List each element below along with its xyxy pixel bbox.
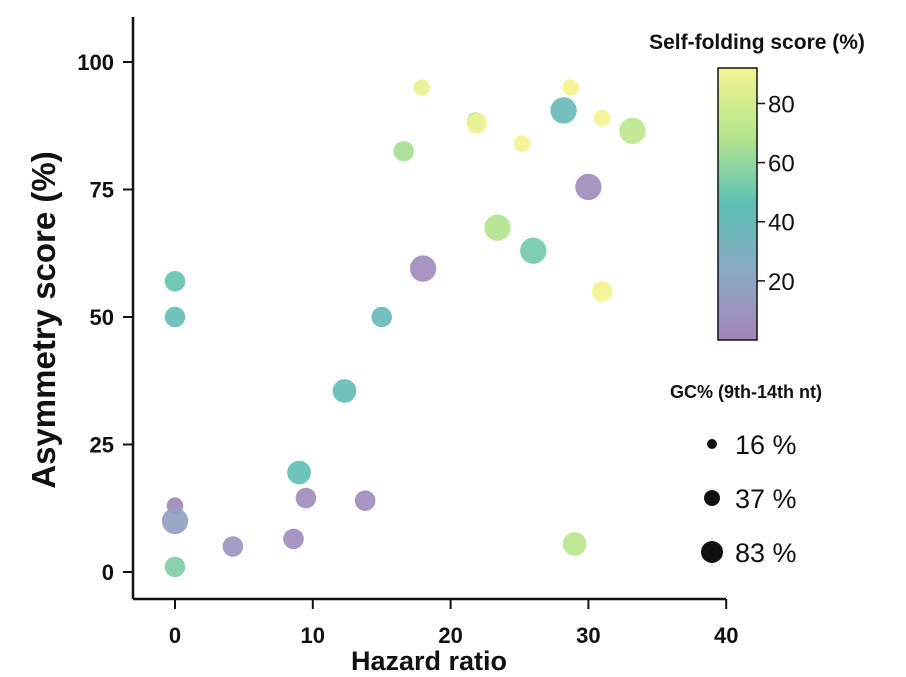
data-point xyxy=(222,536,244,557)
data-point xyxy=(562,532,587,556)
data-point xyxy=(332,379,357,403)
data-point xyxy=(520,237,547,264)
x-axis-title: Hazard ratio xyxy=(351,646,507,676)
y-tick-label: 0 xyxy=(102,560,114,585)
data-point xyxy=(161,507,189,535)
data-point xyxy=(371,306,392,328)
colorbar-tick-label: 80 xyxy=(768,91,795,118)
data-point xyxy=(164,556,186,578)
colorbar-tick-label: 60 xyxy=(768,151,795,178)
x-tick-label: 40 xyxy=(714,623,738,648)
y-tick-label: 25 xyxy=(90,433,114,458)
colorbar-tick-label: 20 xyxy=(768,269,795,296)
data-point xyxy=(393,140,415,162)
data-point xyxy=(550,97,577,124)
data-point xyxy=(283,528,304,550)
size-legend-label: 37 % xyxy=(735,484,797,514)
size-legend-title: GC% (9th-14th nt) xyxy=(670,382,822,402)
colorbar-title: Self-folding score (%) xyxy=(649,31,865,54)
data-point xyxy=(513,135,531,152)
data-point xyxy=(287,460,311,485)
x-tick-label: 20 xyxy=(438,623,462,648)
x-tick-label: 10 xyxy=(301,623,325,648)
data-point xyxy=(409,255,437,282)
data-point xyxy=(413,79,430,96)
data-point xyxy=(354,490,376,511)
y-tick-label: 75 xyxy=(90,178,114,203)
y-tick-label: 100 xyxy=(77,50,114,75)
data-point xyxy=(619,117,646,145)
data-point xyxy=(591,281,613,302)
y-tick-label: 50 xyxy=(90,305,114,330)
data-point xyxy=(562,79,579,96)
data-point xyxy=(466,112,488,134)
size-legend-marker xyxy=(701,541,723,563)
x-tick-label: 0 xyxy=(169,623,181,648)
size-legend-label: 16 % xyxy=(735,430,797,460)
data-point xyxy=(484,214,511,241)
x-tick-label: 30 xyxy=(576,623,600,648)
data-point xyxy=(593,109,611,127)
size-legend-label: 83 % xyxy=(735,538,797,568)
colorbar xyxy=(717,67,758,341)
size-legend-marker xyxy=(707,439,717,449)
data-point xyxy=(164,271,186,292)
colorbar-tick-label: 40 xyxy=(768,210,795,237)
data-point xyxy=(164,306,186,328)
data-point xyxy=(575,173,602,201)
data-point xyxy=(295,487,317,509)
size-legend-marker xyxy=(704,490,720,506)
y-axis-title: Asymmetry score (%) xyxy=(25,151,62,488)
